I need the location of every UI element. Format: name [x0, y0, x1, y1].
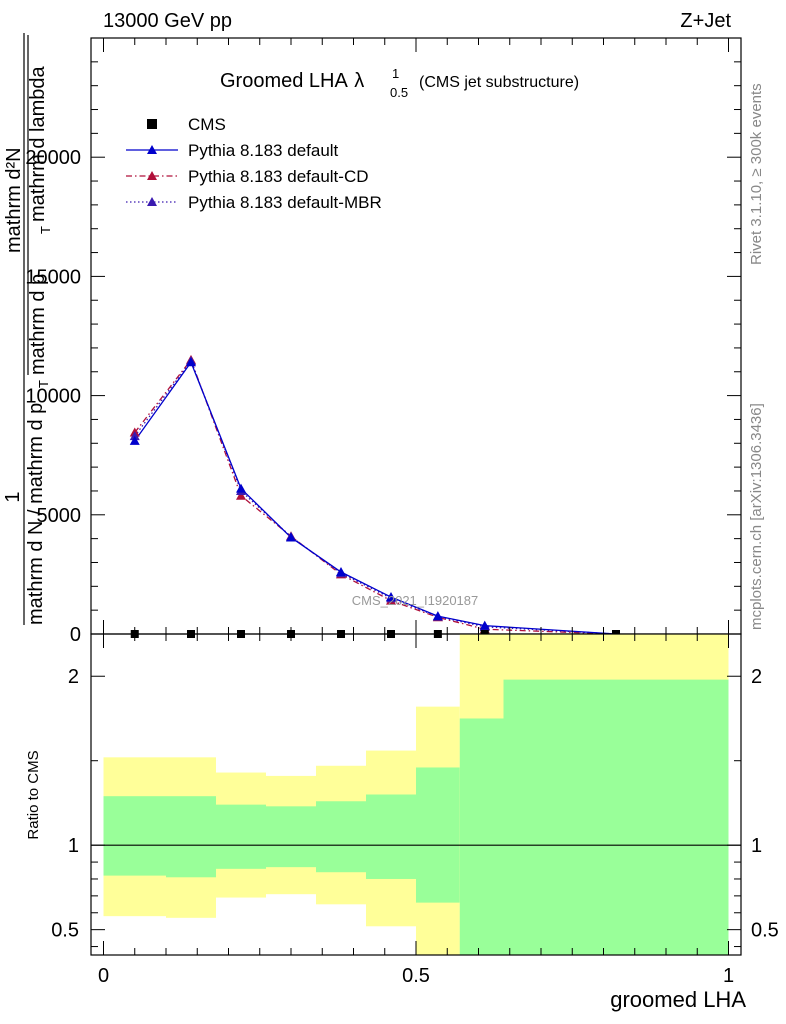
legend-marker-2: [147, 171, 157, 180]
ratio-ytick-label-right-1: 1: [751, 835, 762, 857]
main-ytick-label-4: 20000: [25, 147, 81, 169]
series-point-1-3: [286, 532, 296, 542]
main-axes: 0 5000 10000 15000 20000: [25, 37, 742, 646]
ratio-ytick-label-left-1: 1: [68, 835, 79, 857]
ratio-ytick-label-left-2: 2: [68, 666, 79, 688]
series-point-1-5: [386, 592, 396, 602]
ylabel-one: 1: [2, 491, 24, 502]
ratio-green-band-bin-1: [166, 796, 216, 878]
plot-title-text: Groomed LHA: [220, 70, 348, 92]
plot-title-sup: 1: [392, 66, 399, 81]
ylabel-denominator-outer: mathrm d N / mathrm d p: [25, 403, 47, 625]
ratio-green-band-bin-7: [459, 718, 504, 955]
ratio-green-band-bin-6: [416, 767, 460, 903]
main-ytick-label-3: 15000: [25, 266, 81, 288]
ratio-ytick-label-right-2: 2: [751, 666, 762, 688]
ylabel-denominator-outer-sub: T: [36, 380, 51, 388]
ratio-green-band-bin-0: [103, 796, 166, 876]
legend-marker-1: [147, 145, 157, 154]
series-point-1-2: [236, 483, 246, 493]
ratio-green-band-bin-3: [266, 806, 316, 868]
legend-label-1: Pythia 8.183 default: [188, 141, 339, 160]
series-point-1-1: [186, 357, 196, 367]
ratio-xtick-label-2: 1: [723, 965, 734, 987]
series-point-1-6: [432, 611, 443, 621]
y-axis-label: 1 mathrm d N / mathrm d p T mathrm d²N m…: [2, 33, 53, 625]
plot-title: Groomed LHA λ: [220, 70, 364, 92]
ylabel-inner-sub: T: [38, 226, 53, 234]
ratio-ytick-label-right-0: 0.5: [751, 920, 779, 942]
main-ytick-label-0: 0: [70, 624, 81, 646]
plot-title-note: (CMS jet substructure): [419, 74, 579, 91]
series-point-3-0: [129, 431, 140, 441]
ratio-axes: 0.5 0.5 1 1 2 2 0 0.5 1: [51, 633, 779, 987]
right-label-top: Rivet 3.1.10, ≥ 300k events: [748, 83, 765, 265]
legend-label-2: Pythia 8.183 default-CD: [188, 167, 369, 186]
series-point-1-0: [129, 435, 140, 445]
header-left: 13000 GeV pp: [103, 10, 232, 32]
ylabel-inner-rest: mathrm d lambda: [27, 66, 49, 222]
ratio-bands: [91, 634, 741, 955]
watermark: CMS_2021_I1920187: [352, 593, 479, 608]
x-axis-label: groomed LHA: [610, 987, 746, 1012]
ratio-y-axis-label: Ratio to CMS: [25, 750, 42, 839]
plot-title-sub: 0.5: [390, 85, 408, 100]
series-point-2-2: [236, 490, 246, 500]
legend-marker-cms: [147, 119, 157, 129]
right-label-bottom: mcplots.cern.ch [arXiv:1306.3436]: [748, 403, 765, 630]
legend-label-0: CMS: [188, 115, 226, 134]
header-right: Z+Jet: [680, 10, 731, 32]
ylabel-numerator: mathrm d²N: [3, 147, 25, 253]
legend: CMS Pythia 8.183 default Pythia 8.183 defa…: [126, 115, 382, 212]
main-ytick-label-1: 5000: [37, 505, 82, 527]
ylabel-inner-denominator: mathrm d p: [27, 274, 49, 375]
ratio-ytick-label-left-0: 0.5: [51, 920, 79, 942]
series-point-1-7: [479, 620, 490, 630]
ratio-xtick-label-1: 0.5: [402, 965, 430, 987]
ratio-green-band-bin-5: [366, 794, 416, 879]
ratio-green-band-bin-8: [503, 679, 729, 955]
legend-marker-3: [147, 197, 157, 206]
ratio-xtick-label-0: 0: [98, 965, 109, 987]
legend-label-3: Pythia 8.183 default-MBR: [188, 193, 382, 212]
main-ytick-label-2: 10000: [25, 386, 81, 408]
ratio-green-band-bin-4: [316, 801, 366, 873]
series-point-1-4: [336, 567, 346, 577]
plot-title-symbol: λ: [354, 70, 364, 92]
ratio-green-band-bin-2: [216, 804, 266, 869]
